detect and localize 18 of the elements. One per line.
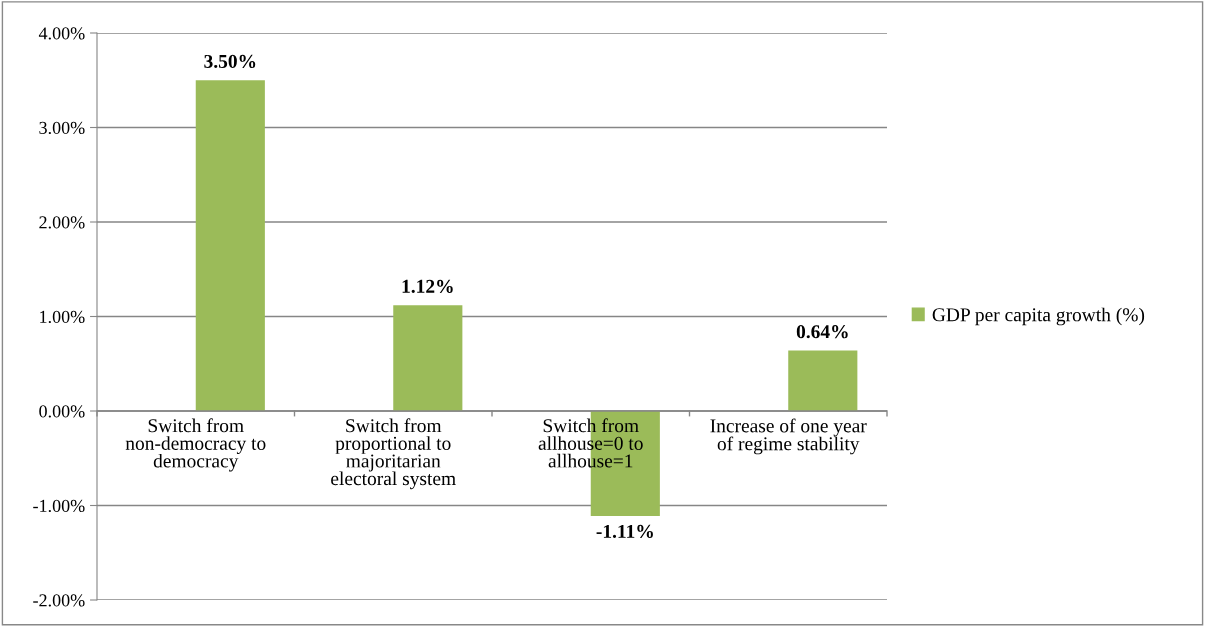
y-tick-label: 3.00% bbox=[39, 121, 85, 135]
data-label: 1.12% bbox=[402, 279, 453, 293]
data-label: -1.11% bbox=[596, 524, 653, 538]
y-tick-label: 2.00% bbox=[39, 216, 85, 229]
data-label: 0.64% bbox=[796, 325, 848, 339]
y-tick-label: -1.00% bbox=[33, 499, 85, 513]
y-tick-label: 4.00% bbox=[38, 27, 85, 40]
y-tick-label: 1.00% bbox=[40, 310, 85, 324]
y-tick-label: 0.00% bbox=[39, 405, 85, 418]
x-tick-label: Switch from non-democracy to democracy bbox=[125, 418, 266, 472]
legend-label: GDP per capita growth (%) bbox=[932, 307, 1145, 326]
x-tick-label: Increase of one year of regime stability bbox=[710, 418, 867, 455]
bar bbox=[393, 305, 463, 411]
data-label: 3.50% bbox=[204, 54, 256, 69]
bar bbox=[788, 350, 858, 411]
y-tick-label: -2.00% bbox=[33, 594, 85, 607]
bar bbox=[195, 80, 265, 411]
x-tick-label: Switch from proportional to majoritarian electoral system bbox=[331, 418, 456, 490]
